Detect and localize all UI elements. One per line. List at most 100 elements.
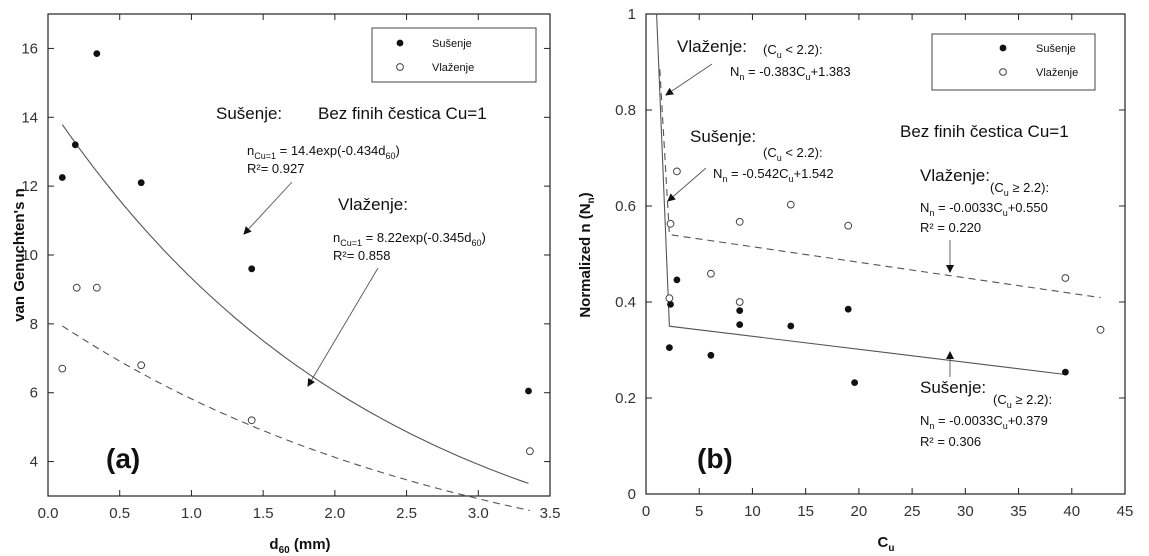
panel-b-x-tick-label: 45: [1117, 503, 1134, 520]
panel-a-drying-arrow: [243, 181, 293, 235]
panel-b-fit-line-wetting: [659, 69, 1101, 299]
panel-a-x-tick-label: 2.0: [324, 505, 345, 522]
panel-b-point-drying: [707, 351, 715, 359]
panel-a-wetting-equation: nCu=1 = 8.22exp(-0.345d60): [333, 230, 486, 248]
panel-a-x-tick-label: 2.5: [396, 505, 417, 522]
panel-a-x-axis-title: d60 (mm): [269, 536, 330, 556]
panel-a-drying-r2: R²= 0.927: [247, 161, 304, 176]
panel-a-fit-line-wetting: [61, 325, 531, 512]
panel-a-point-drying: [93, 50, 101, 57]
panel-b-wet-low-condition: (Cu < 2.2):: [763, 42, 823, 60]
panel-a-point-wetting: [58, 364, 67, 373]
panel-a-tag: (a): [106, 443, 140, 474]
panel-a-x-tick-label: 0.5: [109, 505, 130, 522]
panel-b-point-wetting: [707, 269, 715, 278]
panel-a-y-tick-label: 8: [30, 316, 38, 333]
panel-b-dry-low-equation: Nn = -0.542Cu+1.542: [713, 166, 834, 184]
panel-b-wet-low-title: Vlaženje:: [677, 37, 747, 56]
panel-a-legend-label-wetting: Vlaženje: [432, 62, 474, 74]
panel-a-x-tick-label: 1.5: [253, 505, 274, 522]
panel-b-point-wetting: [1096, 325, 1105, 334]
panel-b-point-drying: [666, 344, 673, 351]
panel-a-plot-frame: [47, 13, 551, 497]
panel-b-point-drying: [667, 301, 674, 308]
panel-b-wet-high-condition: (Cu ≥ 2.2):: [990, 180, 1049, 198]
panel-a-legend-label-drying: Sušenje: [432, 38, 472, 50]
panel-b-point-wetting: [673, 167, 681, 176]
panel-a-y-axis-title: van Genuchten's n: [11, 188, 28, 322]
panel-b-y-axis-title: Normalized n (Nn): [577, 192, 597, 317]
panel-b-point-drying: [787, 322, 795, 330]
panel-a-x-tick-label: 3.0: [468, 505, 489, 522]
panel-b-point-wetting: [844, 221, 853, 230]
panel-b-y-tick-label: 0.6: [615, 198, 636, 215]
panel-a-point-wetting: [92, 283, 101, 292]
panel-b-y-tick-label: 0: [628, 486, 636, 503]
panel-b-x-tick-label: 35: [1010, 503, 1027, 520]
panel-a-point-drying: [58, 174, 66, 181]
panel-a-y-tick-label: 6: [30, 385, 38, 402]
panel-b-x-tick-label: 5: [695, 503, 703, 520]
panel-b-dry-low-condition: (Cu < 2.2):: [763, 145, 823, 163]
panel-a-point-wetting: [526, 447, 534, 456]
panel-b-x-tick-label: 15: [797, 503, 814, 520]
panel-b-wet-high-r2: R² = 0.220: [920, 220, 981, 235]
panel-a-y-tick-label: 12: [21, 178, 38, 195]
panel-b-point-wetting: [666, 219, 675, 228]
panel-b-point-drying: [1062, 368, 1069, 376]
panel-b-legend-box: [931, 33, 1096, 91]
panel-a: 0.0 0.5 1.0 1.5 2.0 2.5 3.0 3.5 4 6 8 10 12 14 16 Suše…: [11, 13, 561, 556]
panel-b-wet-low-arrow: [665, 63, 713, 96]
panel-a-legend-box: [371, 27, 537, 83]
panel-b-point-wetting: [735, 298, 744, 306]
panel-b-fit-line-drying: [656, 13, 1066, 376]
panel-b-tag: (b): [697, 443, 733, 474]
panel-b-legend: Sušenje Vlaženje: [931, 33, 1096, 91]
panel-b-point-wetting: [1061, 274, 1070, 282]
panel-b-dry-low-arrow: [667, 167, 707, 202]
panel-b-x-tick-label: 30: [957, 503, 974, 520]
panel-a-y-tick-label: 10: [21, 247, 38, 264]
panel-b-y-tick-label: 0.8: [615, 102, 636, 119]
panel-b-point-wetting: [735, 217, 744, 226]
panel-a-x-tick-label: 1.0: [181, 505, 202, 522]
panel-a-x-tick-label: 3.5: [540, 505, 561, 522]
panel-a-point-drying: [71, 141, 79, 149]
panel-a-drying-equation: nCu=1 = 14.4exp(-0.434d60): [247, 143, 400, 161]
panel-b-dry-high-r2: R² = 0.306: [920, 434, 981, 449]
panel-a-wetting-r2: R²= 0.858: [333, 248, 390, 263]
panel-b-dry-high-title: Sušenje:: [920, 378, 986, 397]
panel-a-point-wetting: [72, 283, 81, 292]
panel-b-legend-marker-wetting: [999, 68, 1007, 76]
panel-b-x-tick-label: 0: [642, 503, 650, 520]
panel-b-point-drying: [844, 305, 852, 313]
panel-a-y-tick-label: 14: [21, 109, 38, 126]
panel-b-dry-high-equation: Nn = -0.0033Cu+0.379: [920, 413, 1048, 431]
panel-b-legend-marker-drying: [999, 44, 1007, 52]
panel-a-fit-line-drying: [61, 124, 529, 484]
panel-b-point-wetting: [786, 200, 795, 209]
panel-b-dry-high-condition: (Cu ≥ 2.2):: [993, 392, 1052, 410]
panel-a-wetting-title: Vlaženje:: [338, 195, 408, 214]
panel-b: 0 5 10 15 20 25 30 35 40 45 0 0.2 0.4 0.6 0.8 1 Sušenje…: [577, 6, 1133, 554]
panel-b-point-drying: [736, 307, 744, 314]
panel-a-legend-marker-wetting: [396, 63, 404, 71]
panel-b-note-title: Bez finih čestica Cu=1: [900, 122, 1069, 141]
panel-a-note-title: Bez finih čestica Cu=1: [318, 104, 487, 123]
panel-b-x-axis-title: Cu: [878, 534, 895, 554]
panel-a-y-tick-label: 4: [30, 454, 38, 471]
panel-a-point-drying: [248, 265, 256, 273]
panel-b-y-tick-label: 1: [628, 6, 636, 23]
panel-b-x-tick-label: 20: [851, 503, 868, 520]
panel-b-x-tick-label: 40: [1063, 503, 1080, 520]
panel-a-x-tick-label: 0.0: [38, 505, 59, 522]
panel-b-point-drying: [851, 379, 858, 386]
panel-b-legend-label-wetting: Vlaženje: [1036, 67, 1078, 79]
panel-a-legend-marker-drying: [396, 39, 404, 47]
panel-a-point-drying: [525, 387, 532, 395]
panel-b-y-tick-label: 0.2: [615, 390, 636, 407]
panel-b-y-tick-label: 0.4: [615, 294, 636, 311]
panel-b-wet-high-equation: Nn = -0.0033Cu+0.550: [920, 200, 1048, 218]
panel-a-point-wetting: [137, 361, 146, 370]
